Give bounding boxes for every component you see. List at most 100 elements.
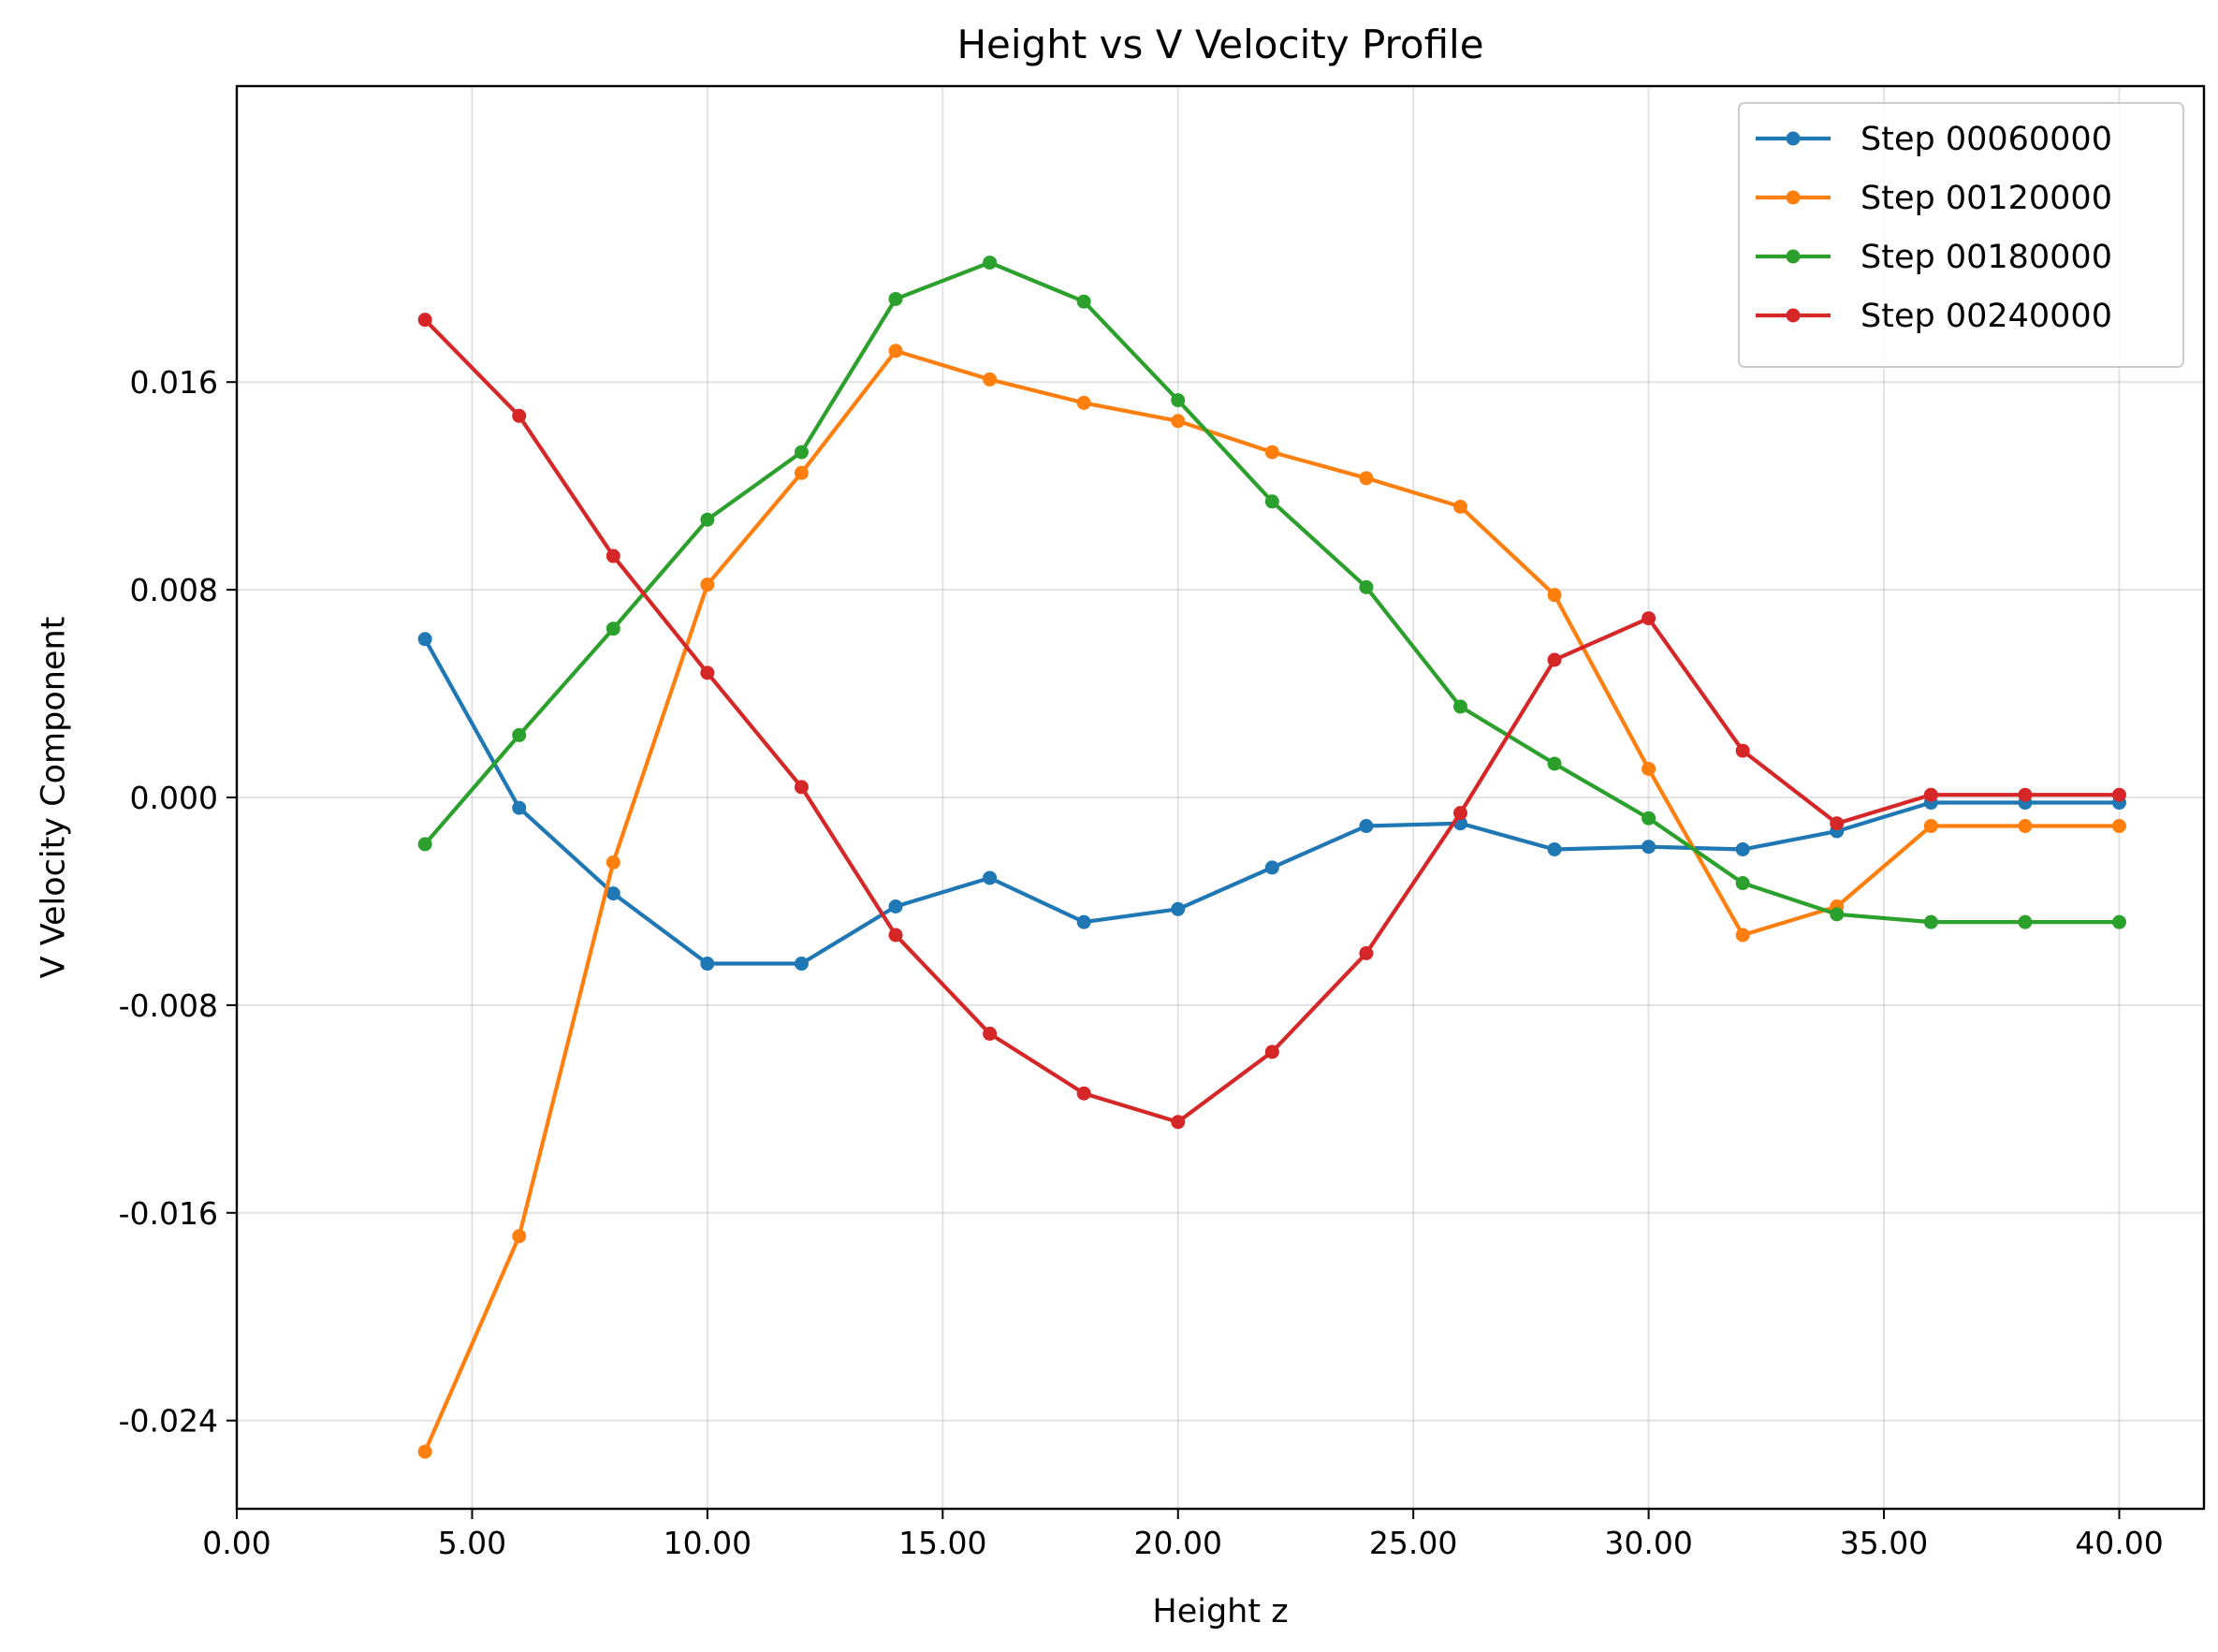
data-point <box>794 445 809 460</box>
data-point <box>1830 907 1845 922</box>
data-point <box>1171 414 1186 429</box>
data-point <box>794 465 809 480</box>
x-tick-label: 10.00 <box>664 1525 751 1561</box>
y-tick-label: 0.000 <box>130 780 218 816</box>
data-point <box>1642 840 1656 855</box>
x-axis-ticks: 0.00 5.00 10.00 15.00 20.00 25.00 30.00 35.00 40… <box>202 1509 2164 1561</box>
data-point <box>1076 914 1091 929</box>
x-tick-label: 5.00 <box>438 1525 506 1561</box>
legend-marker <box>1786 190 1801 205</box>
data-point <box>700 577 715 592</box>
legend-item: Step 00180000 <box>1756 239 2112 276</box>
x-tick-label: 40.00 <box>2075 1525 2163 1561</box>
legend-item: Step 00240000 <box>1756 298 2112 335</box>
y-tick-label: 0.016 <box>130 364 218 401</box>
x-tick-label: 30.00 <box>1604 1525 1692 1561</box>
data-point <box>1547 652 1562 667</box>
data-point <box>983 256 998 270</box>
data-point <box>1735 841 1750 856</box>
data-point <box>417 837 432 852</box>
data-point <box>1735 743 1750 758</box>
x-tick-label: 0.00 <box>202 1525 270 1561</box>
data-point <box>1923 819 1938 834</box>
data-point <box>1547 756 1562 771</box>
data-point <box>1359 819 1374 834</box>
x-tick-label: 15.00 <box>898 1525 986 1561</box>
chart-title: Height vs V Velocity Profile <box>956 22 1483 67</box>
data-point <box>606 548 620 563</box>
data-point <box>2111 819 2126 834</box>
data-point <box>2018 914 2033 929</box>
data-point <box>888 291 903 306</box>
data-point <box>1923 787 1938 802</box>
data-point <box>1264 445 1279 460</box>
data-point <box>700 957 715 972</box>
data-point <box>1076 395 1091 410</box>
legend-label: Step 00060000 <box>1860 121 2112 158</box>
data-point <box>1642 611 1656 626</box>
data-point <box>1359 579 1374 594</box>
data-point <box>1171 1115 1186 1130</box>
legend-item: Step 00120000 <box>1756 180 2112 217</box>
data-point <box>888 928 903 943</box>
x-tick-label: 20.00 <box>1133 1525 1221 1561</box>
data-point <box>1452 699 1467 714</box>
data-point <box>794 957 809 972</box>
data-point <box>1642 811 1656 826</box>
data-point <box>2018 819 2033 834</box>
data-point <box>1452 499 1467 514</box>
data-point <box>417 313 432 328</box>
x-tick-label: 35.00 <box>1840 1525 1928 1561</box>
data-point <box>2111 787 2126 802</box>
data-point <box>888 899 903 914</box>
series-group <box>417 256 2126 1459</box>
y-axis-ticks: -0.024 -0.016 -0.008 0.000 0.008 0.016 <box>119 364 237 1440</box>
y-tick-label: -0.024 <box>119 1403 218 1440</box>
x-axis-label: Height z <box>1152 1593 1288 1630</box>
y-tick-label: -0.008 <box>119 987 218 1024</box>
data-point <box>1264 860 1279 875</box>
legend-item: Step 00060000 <box>1756 121 2112 158</box>
data-point <box>1923 914 1938 929</box>
series-4 <box>417 313 2126 1130</box>
data-point <box>417 632 432 647</box>
grid <box>236 86 2204 1509</box>
data-point <box>1264 1045 1279 1060</box>
data-point <box>512 800 527 815</box>
data-point <box>1735 928 1750 943</box>
data-point <box>983 870 998 885</box>
legend-marker <box>1786 131 1801 146</box>
data-point <box>888 344 903 358</box>
data-point <box>2018 787 2033 802</box>
y-tick-label: 0.008 <box>130 572 218 608</box>
data-point <box>2111 914 2126 929</box>
data-point <box>1171 901 1186 916</box>
data-point <box>1830 816 1845 831</box>
data-point <box>700 665 715 680</box>
data-point <box>1547 588 1562 603</box>
y-axis-label: V Velocity Component <box>35 617 72 979</box>
series-line <box>423 318 2120 1124</box>
series-line <box>423 348 2120 1453</box>
data-point <box>606 621 620 636</box>
legend-frame <box>1738 102 2184 368</box>
data-point <box>983 372 998 387</box>
data-point <box>1359 471 1374 486</box>
data-point <box>1735 876 1750 891</box>
data-point <box>606 886 620 901</box>
legend: Step 00060000 Step 00120000 Step 00180000 S… <box>1738 102 2184 368</box>
data-point <box>794 780 809 795</box>
data-point <box>1076 1086 1091 1101</box>
y-tick-label: -0.016 <box>119 1195 218 1232</box>
data-point <box>1264 494 1279 509</box>
data-point <box>512 408 527 423</box>
data-point <box>1642 761 1656 776</box>
data-point <box>512 727 527 742</box>
legend-label: Step 00240000 <box>1860 298 2112 335</box>
legend-label: Step 00120000 <box>1860 180 2112 217</box>
x-tick-label: 25.00 <box>1369 1525 1457 1561</box>
data-point <box>417 1444 432 1459</box>
data-point <box>983 1026 998 1041</box>
